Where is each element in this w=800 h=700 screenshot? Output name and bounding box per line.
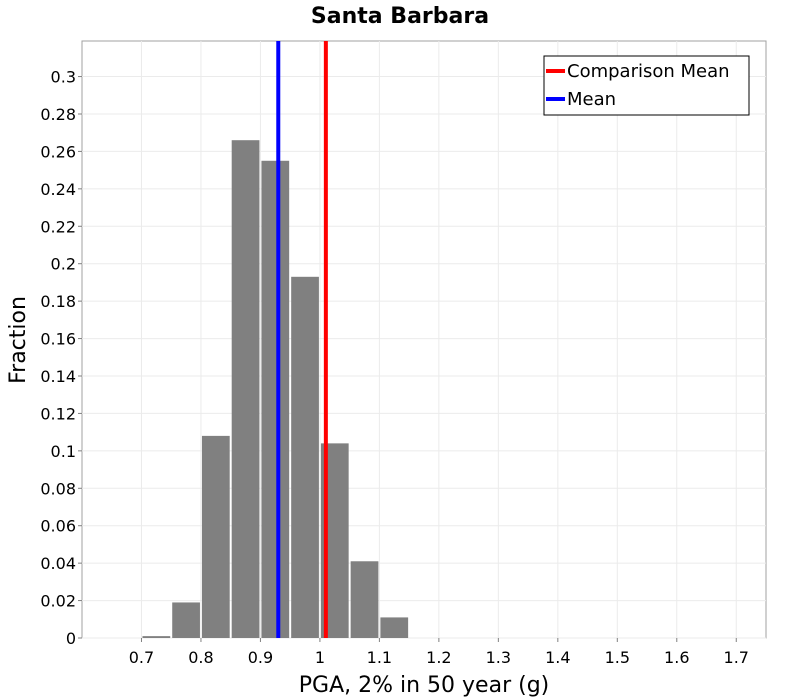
y-tick-label: 0.28	[40, 105, 76, 124]
y-tick-label: 0.1	[51, 442, 76, 461]
x-tick-label: 1.6	[664, 648, 689, 667]
plot-area	[81, 40, 767, 639]
x-tick-label: 1.4	[545, 648, 570, 667]
mean-lines	[276, 41, 328, 638]
y-tick-label: 0.02	[40, 592, 76, 611]
y-tick-label: 0	[66, 629, 76, 648]
y-tick-label: 0.22	[40, 217, 76, 236]
y-tick-label: 0.3	[51, 68, 76, 87]
y-axis-ticks: 0 0.02 0.04 0.06 0.08 0.1 0.12 0.14 0.16 0.18 0.2 0…	[40, 68, 82, 648]
y-tick-label: 0.18	[40, 292, 76, 311]
x-tick-label: 1.2	[426, 648, 451, 667]
y-tick-label: 0.04	[40, 554, 76, 573]
y-tick-label: 0.24	[40, 180, 76, 199]
legend-label-mean: Mean	[567, 89, 616, 110]
x-tick-label: 0.7	[129, 648, 154, 667]
x-tick-label: 1.7	[724, 648, 749, 667]
histogram-bar	[380, 617, 409, 638]
chart-title: Santa Barbara	[311, 4, 489, 29]
histogram-bar	[291, 276, 319, 638]
y-tick-label: 0.14	[40, 367, 76, 386]
y-tick-label: 0.06	[40, 517, 76, 536]
histogram-bars	[142, 140, 409, 638]
histogram-bar	[350, 561, 379, 638]
histogram-bar	[142, 636, 171, 638]
histogram-bar	[231, 140, 260, 638]
x-tick-label: 0.8	[188, 648, 213, 667]
x-tick-label: 1.3	[486, 648, 511, 667]
x-tick-label: 0.9	[248, 648, 273, 667]
x-tick-label: 1.1	[367, 648, 392, 667]
y-tick-label: 0.26	[40, 142, 76, 161]
y-tick-label: 0.2	[51, 255, 76, 274]
x-axis-label: PGA, 2% in 50 year (g)	[299, 673, 550, 698]
legend-label-comparison-mean: Comparison Mean	[567, 61, 730, 82]
y-axis-label: Fraction	[6, 296, 31, 384]
legend: Comparison Mean Mean	[543, 55, 750, 116]
histogram-bar	[201, 435, 230, 638]
legend-box	[543, 55, 750, 116]
y-tick-label: 0.16	[40, 330, 76, 349]
x-tick-label: 1	[315, 648, 325, 667]
histogram-bar	[172, 602, 200, 638]
y-tick-label: 0.12	[40, 404, 76, 423]
histogram-bar	[261, 160, 290, 638]
y-tick-label: 0.08	[40, 479, 76, 498]
x-axis-ticks: 0.7 0.8 0.9 1 1.1 1.2 1.3 1.4 1.5 1.6 1.7	[129, 638, 749, 667]
x-tick-label: 1.5	[605, 648, 630, 667]
